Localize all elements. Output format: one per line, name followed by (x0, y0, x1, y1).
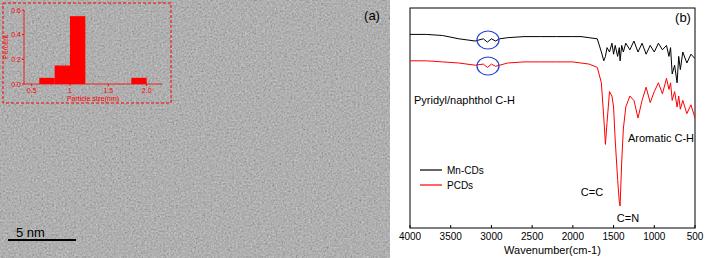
x-tick-label: 3000 (480, 231, 503, 242)
figure: (a) 5 nm 0.5 1 1.5 2.0 0.0 0.2 0.4 0.6 Particle si… (0, 0, 708, 258)
highlight-circle (477, 31, 499, 49)
x-tick (695, 225, 696, 228)
spectra (410, 34, 695, 206)
x-tick-label: 2500 (521, 231, 544, 242)
hist-y-tick (22, 34, 24, 35)
hist-x-tick-label: 1.5 (103, 87, 113, 94)
hist-bars (39, 16, 146, 84)
hist-y-axis (24, 10, 25, 84)
x-tick-label: 2000 (562, 231, 585, 242)
x-tick-label: 4000 (399, 231, 422, 242)
hist-x-tick (108, 84, 109, 86)
hist-y-tick (22, 10, 24, 11)
panel-label: (b) (675, 10, 691, 25)
legend-swatch (420, 184, 442, 185)
hist-x-tick-label: 0.5 (27, 87, 37, 94)
legend-label: PCDs (447, 180, 473, 191)
hist-y-tick-label: 0.6 (11, 7, 21, 14)
panel-b-background (396, 0, 708, 258)
annotation: C=N (617, 212, 639, 224)
inset-border (3, 3, 171, 103)
hist-bar (131, 78, 146, 84)
hist-y-tick (22, 59, 24, 60)
hist-bar (39, 78, 54, 84)
hist-y-tick-label: 0.0 (11, 81, 21, 88)
hist-x-tick (146, 84, 147, 86)
hist-x-tick (70, 84, 71, 86)
hist-y-tick-label: 0.2 (11, 56, 21, 63)
canvas: (a) 5 nm 0.5 1 1.5 2.0 0.0 0.2 0.4 0.6 Particle si… (0, 0, 708, 258)
annotation: C=C (581, 186, 603, 198)
hist-x-tick (31, 84, 32, 86)
x-tick (532, 225, 533, 228)
hist-x-tick-label: 1 (68, 87, 72, 94)
x-tick-label: 3500 (440, 231, 463, 242)
x-tick (613, 225, 614, 228)
panel-label: (a) (364, 8, 380, 23)
x-tick-label: 1000 (643, 231, 666, 242)
hist-x-tick-label: 2.0 (142, 87, 152, 94)
annotation: Pyridyl/naphthol C-H (414, 94, 515, 106)
legend-swatch (420, 169, 442, 170)
highlight-circle (477, 57, 499, 75)
hist-bar (70, 16, 85, 84)
x-tick-label: 500 (687, 231, 704, 242)
hist-bar (55, 66, 70, 85)
x-axis-label: Wavenumber(cm-1) (504, 244, 601, 256)
tem-texture (0, 0, 390, 258)
hist-y-tick-label: 0.4 (11, 31, 21, 38)
plot-frame (410, 8, 695, 228)
x-tick (654, 225, 655, 228)
x-tick (491, 225, 492, 228)
hist-x-label: Particle size(nm) (67, 95, 119, 103)
spectrum-line (410, 61, 695, 206)
x-tick-label: 1500 (602, 231, 625, 242)
annotation: Aromatic C-H (628, 132, 694, 144)
tem-background (0, 0, 390, 258)
hist-y-tick (22, 84, 24, 85)
x-tick (410, 225, 411, 228)
hist-y-label: Percent (2, 35, 9, 59)
hist-x-axis (24, 84, 162, 85)
x-tick (450, 225, 451, 228)
scale-bar-label: 5 nm (16, 225, 45, 240)
legend-label: Mn-CDs (447, 165, 484, 176)
spectrum-line (410, 34, 695, 82)
x-tick (572, 225, 573, 228)
